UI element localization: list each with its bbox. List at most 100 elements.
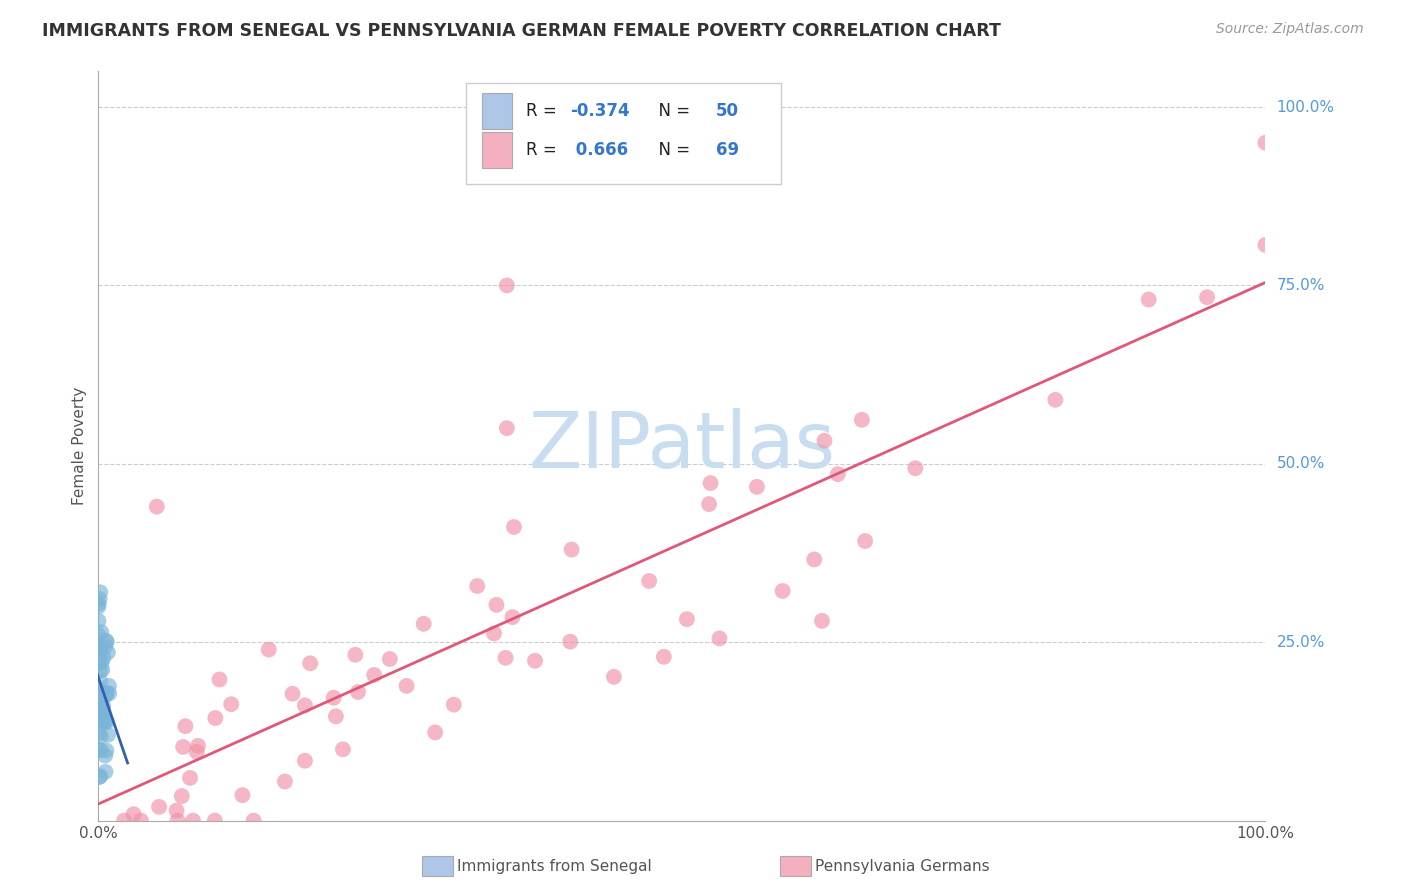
Point (89, 689, 111, 703)
Point (496, 278, 519, 293)
Point (482, 626, 505, 640)
Point (87, 657, 110, 671)
Point (347, 685, 370, 699)
Point (204, 711, 226, 725)
Point (93, 714, 115, 728)
Point (89, 696, 111, 710)
Point (745, 480, 768, 494)
Text: Source: ZipAtlas.com: Source: ZipAtlas.com (1216, 22, 1364, 37)
Point (96, 743, 118, 757)
Point (181, 814, 204, 828)
Point (697, 497, 720, 511)
Point (495, 650, 517, 665)
Point (299, 657, 322, 671)
Text: 0.666: 0.666 (569, 141, 628, 159)
Text: Pennsylvania Germans: Pennsylvania Germans (815, 859, 990, 873)
Point (813, 434, 835, 448)
Point (94, 640, 117, 654)
Point (89, 645, 111, 659)
Text: 75.0%: 75.0% (1277, 278, 1324, 293)
Point (94, 633, 117, 648)
Point (524, 654, 547, 668)
Point (90, 625, 112, 640)
Text: R =: R = (526, 102, 561, 120)
Point (803, 552, 825, 566)
Point (638, 574, 661, 588)
Point (1254, 238, 1277, 252)
Point (97, 645, 120, 659)
FancyBboxPatch shape (482, 93, 512, 129)
Point (87, 726, 110, 740)
Text: Immigrants from Senegal: Immigrants from Senegal (457, 859, 652, 873)
Point (322, 690, 344, 705)
Text: N =: N = (648, 141, 696, 159)
Point (179, 771, 201, 785)
Point (274, 774, 297, 789)
Point (378, 652, 401, 666)
Point (89, 592, 111, 607)
Point (89, 692, 111, 706)
Point (122, 807, 145, 822)
Point (87, 597, 110, 611)
Point (96, 686, 118, 700)
Point (344, 648, 367, 662)
Point (146, 500, 169, 514)
Point (91, 663, 114, 677)
Point (325, 709, 347, 723)
Point (91, 705, 114, 719)
Point (485, 598, 508, 612)
Point (96, 635, 118, 649)
Text: 50: 50 (716, 102, 738, 120)
Point (98, 686, 121, 700)
Point (94, 764, 117, 779)
Point (560, 634, 582, 648)
Text: -0.374: -0.374 (569, 102, 630, 120)
Point (94, 714, 117, 729)
Point (90, 684, 112, 698)
Point (87, 742, 110, 756)
Point (676, 612, 699, 626)
Point (97, 728, 120, 742)
Point (112, 814, 135, 828)
Point (294, 698, 316, 713)
Point (501, 610, 523, 624)
Point (603, 670, 626, 684)
Point (97, 679, 120, 693)
Text: IMMIGRANTS FROM SENEGAL VS PENNSYLVANIA GERMAN FEMALE POVERTY CORRELATION CHART: IMMIGRANTS FROM SENEGAL VS PENNSYLVANIA … (42, 22, 1001, 40)
Point (170, 789, 193, 803)
Point (652, 649, 675, 664)
Point (772, 584, 794, 599)
Text: 69: 69 (716, 141, 740, 159)
FancyBboxPatch shape (482, 132, 512, 168)
Point (1195, 290, 1218, 304)
Point (1045, 392, 1067, 407)
Point (89, 641, 111, 656)
Point (811, 614, 834, 628)
Point (89, 664, 111, 678)
Point (129, 814, 152, 828)
Point (827, 467, 849, 482)
Point (89, 770, 111, 784)
Point (1254, 136, 1277, 150)
Point (1137, 293, 1160, 307)
Point (87, 614, 110, 628)
Text: R =: R = (526, 141, 561, 159)
Text: ZIPatlas: ZIPatlas (529, 408, 835, 484)
Y-axis label: Female Poverty: Female Poverty (72, 387, 87, 505)
Point (186, 745, 208, 759)
Point (699, 476, 721, 491)
Point (281, 687, 304, 701)
Point (294, 754, 316, 768)
Point (465, 579, 488, 593)
Point (231, 788, 253, 802)
Point (89, 642, 111, 657)
Point (257, 642, 280, 657)
Point (89, 694, 111, 708)
Point (91, 698, 114, 713)
Point (87, 686, 110, 700)
Point (89, 769, 111, 783)
Point (242, 814, 264, 828)
Point (90, 743, 112, 757)
Point (93, 650, 115, 665)
Point (443, 698, 465, 712)
